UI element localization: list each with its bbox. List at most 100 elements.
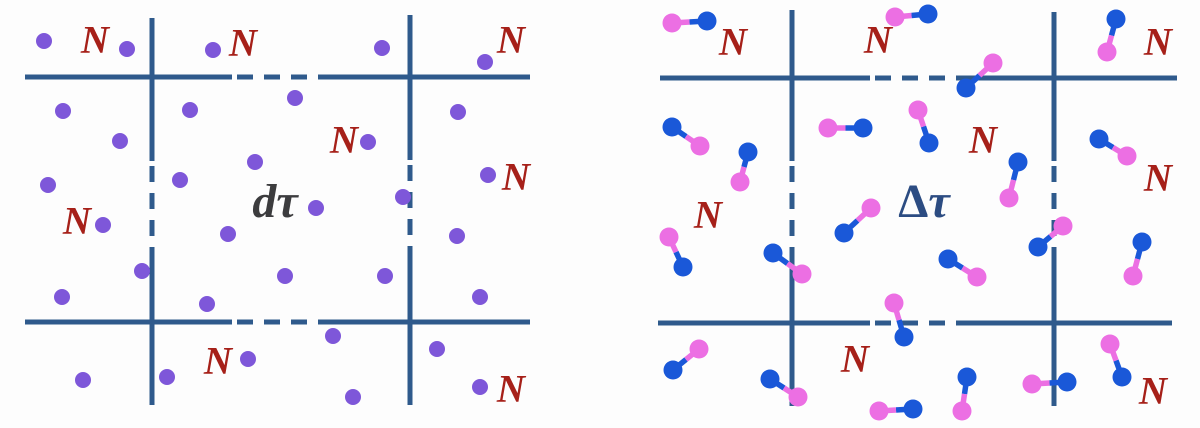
dimer-particle — [999, 152, 1028, 208]
dimer-blue-site — [662, 117, 682, 137]
particle-count-label: N — [496, 368, 527, 411]
dimer-pink-site — [999, 188, 1019, 208]
monomer-particle — [277, 268, 293, 284]
left-panel-monomer-cell: N N N N N N N Ndτ — [25, 15, 532, 411]
monomer-particle — [345, 389, 361, 405]
monomer-particle — [95, 217, 111, 233]
dimer-blue-site — [1008, 152, 1028, 172]
monomer-particle — [172, 172, 188, 188]
particle-count-label: N — [863, 19, 894, 62]
dimer-pink-site — [967, 267, 987, 287]
dimer-pink-site — [1053, 216, 1073, 236]
dimer-particle — [884, 293, 914, 347]
dimer-particle — [952, 367, 977, 421]
dimer-blue-site — [919, 133, 939, 153]
monomer-particle — [325, 328, 341, 344]
monomer-particle — [480, 167, 496, 183]
monomer-particle — [377, 268, 393, 284]
dimer-particle — [1089, 129, 1137, 166]
dimer-pink-site — [792, 264, 812, 284]
dimer-particle — [1097, 9, 1126, 62]
dimer-pink-site — [908, 100, 928, 120]
monomer-particle — [75, 372, 91, 388]
dimer-pink-site — [690, 136, 710, 156]
dimer-pink-site — [659, 227, 679, 247]
particle-count-label: N — [62, 200, 93, 243]
dimer-pink-site — [689, 339, 709, 359]
monomer-particle — [247, 154, 263, 170]
particle-count-label: N — [1143, 157, 1174, 200]
timestep-label: dτ — [252, 175, 299, 228]
dimer-blue-site — [853, 118, 873, 138]
particle-count-label: N — [228, 22, 259, 65]
dimer-pink-site — [1022, 374, 1042, 394]
monomer-particle — [477, 54, 493, 70]
dimer-blue-site — [760, 369, 780, 389]
dimer-pink-site — [1123, 266, 1143, 286]
dimer-blue-site — [663, 360, 683, 380]
monomer-particle — [360, 134, 376, 150]
monomer-particle — [374, 40, 390, 56]
dimer-pink-site — [1100, 334, 1120, 354]
dimer-particle — [834, 198, 881, 243]
dimer-pink-site — [788, 387, 808, 407]
right-panel-dimer-cell: N N N N N N N N Δτ — [658, 4, 1177, 421]
dimer-pink-site — [1097, 42, 1117, 62]
particle-count-label: N — [1143, 21, 1174, 64]
particle-count-label: N — [496, 19, 527, 62]
dimer-particle — [908, 100, 939, 153]
particle-count-label: N — [329, 119, 360, 162]
dimer-particle — [730, 142, 758, 192]
monomer-particle — [40, 177, 56, 193]
dimer-blue-site — [1132, 232, 1152, 252]
monomer-particle — [54, 289, 70, 305]
monomer-particle — [449, 228, 465, 244]
dimer-blue-site — [1112, 367, 1132, 387]
dimer-particle — [662, 11, 717, 33]
dimer-blue-site — [673, 257, 693, 277]
dimer-blue-site — [697, 11, 717, 31]
monomer-particle — [429, 341, 445, 357]
dimer-particle — [659, 227, 693, 277]
monomer-particle — [205, 42, 221, 58]
particle-count-label: N — [840, 338, 871, 381]
dimer-particle — [760, 369, 808, 407]
monomer-particle — [287, 90, 303, 106]
dimer-particle — [662, 117, 710, 156]
monomer-particle — [159, 369, 175, 385]
timestep-label: Δτ — [898, 175, 951, 228]
dimer-blue-site — [738, 142, 758, 162]
dimer-blue-site — [763, 243, 783, 263]
dimer-particle — [885, 4, 938, 27]
dimer-blue-site — [894, 327, 914, 347]
monomer-particle — [55, 103, 71, 119]
monomer-particle — [220, 226, 236, 242]
dimer-blue-site — [1089, 129, 1109, 149]
dimer-pink-site — [818, 118, 838, 138]
particle-count-label: N — [968, 119, 999, 162]
dimer-particle — [956, 53, 1003, 98]
dimer-particle — [1123, 232, 1152, 286]
particle-count-label: N — [1138, 370, 1169, 413]
dimer-particle — [938, 249, 987, 287]
dimer-blue-site — [834, 223, 854, 243]
monomer-particle — [36, 33, 52, 49]
dimer-pink-site — [662, 13, 682, 33]
particle-count-label: N — [501, 156, 532, 199]
monomer-particle — [112, 133, 128, 149]
particle-count-label: N — [693, 194, 724, 237]
dimer-blue-site — [1106, 9, 1126, 29]
dimer-blue-site — [956, 78, 976, 98]
dimer-pink-site — [1117, 146, 1137, 166]
dimer-blue-site — [1057, 372, 1077, 392]
monomer-particle — [308, 200, 324, 216]
dimer-pink-site — [884, 293, 904, 313]
dimer-blue-site — [957, 367, 977, 387]
particle-count-label: N — [203, 340, 234, 383]
dimer-blue-site — [1028, 237, 1048, 257]
particle-count-label: N — [80, 19, 111, 62]
monomer-particle — [395, 189, 411, 205]
dimer-particle — [869, 399, 923, 421]
